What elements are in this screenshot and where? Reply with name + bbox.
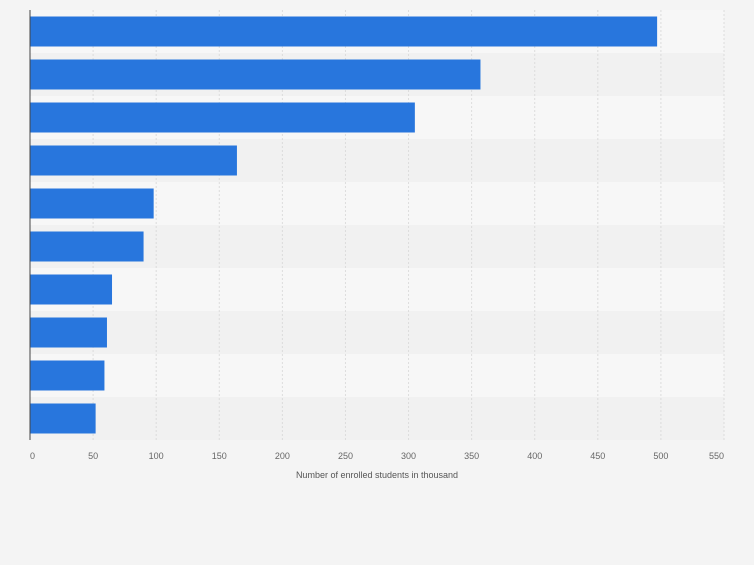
x-tick-label: 350 xyxy=(464,451,479,461)
bars xyxy=(30,16,658,434)
row-band xyxy=(30,397,724,440)
x-axis-title: Number of enrolled students in thousand xyxy=(296,470,458,480)
row-band xyxy=(30,354,724,397)
bar xyxy=(30,403,96,434)
x-tick-labels: 0 50 100 150 200 250 300 350 400 450 500 550 xyxy=(30,451,724,461)
bar xyxy=(30,360,105,391)
row-band xyxy=(30,225,724,268)
bar xyxy=(30,188,154,219)
x-tick-label: 250 xyxy=(338,451,353,461)
x-tick-label: 200 xyxy=(275,451,290,461)
bar xyxy=(30,102,415,133)
x-tick-label: 450 xyxy=(590,451,605,461)
bar xyxy=(30,274,113,305)
bar xyxy=(30,231,144,262)
x-tick-label: 0 xyxy=(30,451,35,461)
bar xyxy=(30,145,237,176)
x-tick-label: 550 xyxy=(709,451,724,461)
row-band xyxy=(30,268,724,311)
x-tick-label: 300 xyxy=(401,451,416,461)
x-tick-label: 150 xyxy=(212,451,227,461)
x-tick-label: 400 xyxy=(527,451,542,461)
x-tick-label: 50 xyxy=(88,451,98,461)
bar xyxy=(30,16,658,47)
bar xyxy=(30,59,481,90)
row-band xyxy=(30,311,724,354)
x-tick-label: 500 xyxy=(653,451,668,461)
x-tick-label: 100 xyxy=(149,451,164,461)
bar xyxy=(30,317,107,348)
